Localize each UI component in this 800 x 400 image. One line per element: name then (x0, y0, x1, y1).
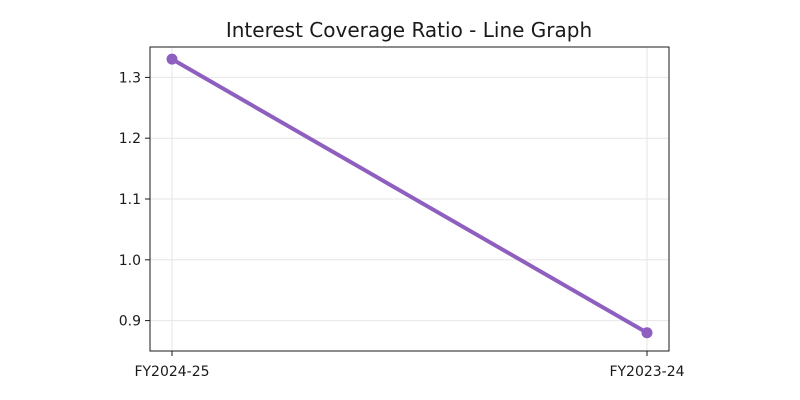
data-point (641, 327, 653, 339)
y-tick-label: 1.3 (119, 70, 141, 86)
tick-labels-layer: 0.9 1.0 1.1 1.2 1.3 FY2024-25 FY2023-24 (119, 70, 685, 380)
x-tick-label: FY2023-24 (609, 364, 684, 380)
y-tick-label: 1.0 (119, 253, 141, 269)
axes-layer (145, 46, 670, 356)
series-line (170, 57, 649, 335)
y-tick-label: 1.1 (119, 192, 141, 208)
series-layer (166, 53, 653, 339)
x-tick-label: FY2024-25 (134, 364, 209, 380)
y-tick-label: 0.9 (119, 314, 141, 330)
plot-frame (149, 46, 670, 352)
chart-title: Interest Coverage Ratio - Line Graph (226, 18, 592, 42)
grid-layer (150, 47, 669, 351)
y-tick-label: 1.2 (119, 131, 141, 147)
data-point (166, 53, 178, 65)
